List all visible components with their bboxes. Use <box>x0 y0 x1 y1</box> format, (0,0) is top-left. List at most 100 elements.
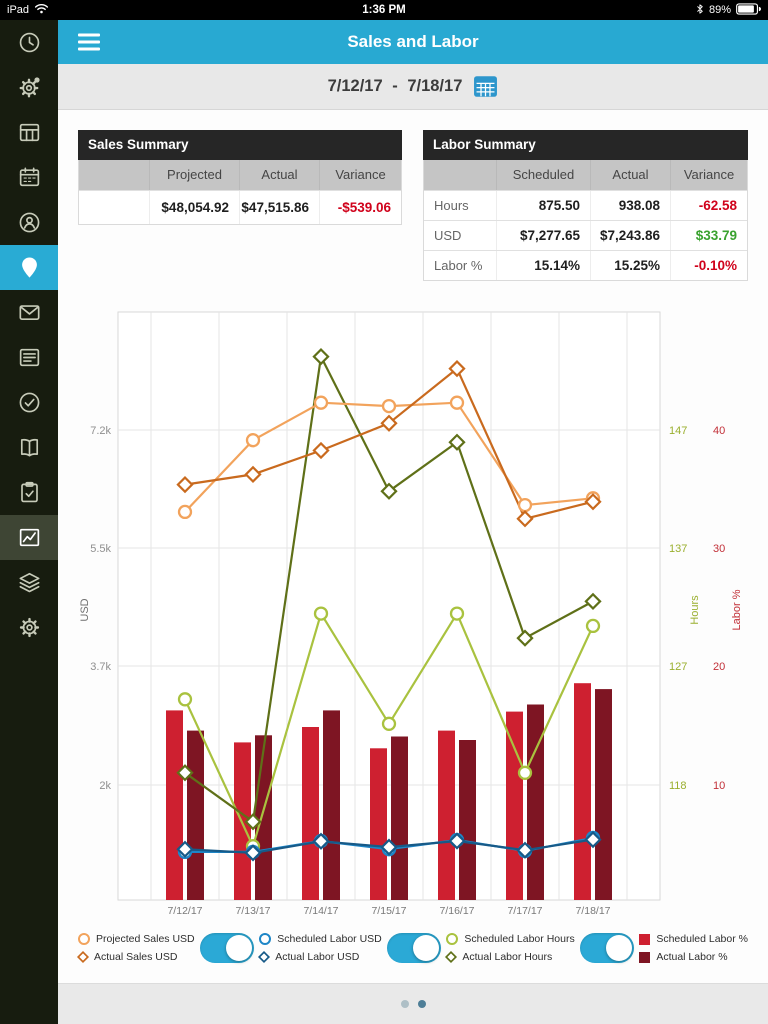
sidebar-item-location-person[interactable] <box>0 245 58 290</box>
legend-toggle-1[interactable] <box>199 933 254 963</box>
legend-label: Scheduled Labor % <box>656 933 748 945</box>
calendar-picker-button[interactable] <box>473 75 498 98</box>
sales-summary-header-row: Projected Actual Variance <box>79 160 401 190</box>
labor-summary-panel: Labor Summary Scheduled Actual Variance … <box>423 130 748 281</box>
status-time: 1:36 PM <box>362 4 406 16</box>
page-dot-2[interactable] <box>417 1000 426 1008</box>
envelope-icon <box>19 305 40 321</box>
legend-entry: Actual Labor % <box>639 950 748 965</box>
marker-diamond-actual-labor-usd <box>380 838 398 856</box>
toggle-knob <box>606 935 633 961</box>
page-title: Sales and Labor <box>347 32 479 51</box>
chart-text: 20 <box>713 661 725 673</box>
legend-entry: Scheduled Labor Hours <box>446 932 575 947</box>
contacts-icon <box>19 212 39 233</box>
bar-actual-labor- <box>595 689 612 900</box>
sales-variance-value: -$539.06 <box>319 191 401 224</box>
calendar-picker-icon <box>474 76 498 97</box>
column-header-variance: Variance <box>670 160 747 190</box>
pct-variance-value: -0.10% <box>670 251 747 280</box>
bar-actual-labor- <box>187 730 204 900</box>
legend-marker-diamond-icon <box>258 950 271 964</box>
chart-text: 7/12/17 <box>167 905 202 917</box>
chart-text: 2k <box>99 780 111 792</box>
marker-circle-projected-sales-usd <box>517 497 533 513</box>
column-header <box>424 160 496 190</box>
column-header-actual: Actual <box>239 160 319 190</box>
sidebar-item-messages[interactable] <box>0 290 58 335</box>
legend-toggle-2[interactable] <box>387 933 442 963</box>
legend-entry: Scheduled Labor % <box>639 932 748 947</box>
row-label: Hours <box>434 198 469 213</box>
chart-text: Labor % <box>731 589 743 630</box>
sidebar-item-checklist[interactable] <box>0 470 58 515</box>
sidebar-item-schedule-grid[interactable] <box>0 110 58 155</box>
sidebar-item-clock[interactable] <box>0 20 58 65</box>
marker-diamond-actual-sales-usd <box>380 414 398 432</box>
line-chart-icon <box>19 528 39 547</box>
layers-icon <box>19 572 40 593</box>
battery-percent: 89% <box>708 4 731 16</box>
clock-icon <box>19 32 39 53</box>
page-dot-1[interactable] <box>400 1000 409 1008</box>
chart-text: 30 <box>713 543 725 555</box>
marker-diamond-actual-sales-usd <box>584 493 602 511</box>
sales-summary-row: $48,054.92 $47,515.86 -$539.06 <box>79 190 401 224</box>
marker-circle-scheduled-labor-hours <box>313 606 329 621</box>
main-content: Sales Summary Projected Actual Variance … <box>58 110 768 1024</box>
menu-button[interactable] <box>78 33 100 51</box>
legend-entry: Actual Sales USD <box>76 950 195 965</box>
labor-summary-title: Labor Summary <box>423 130 748 160</box>
sidebar-item-gear-badge[interactable] <box>0 65 58 110</box>
legend-entry: Actual Labor Hours <box>445 950 574 965</box>
chart-text: 127 <box>669 661 687 673</box>
usd-scheduled-value: $7,277.65 <box>496 221 590 250</box>
legend-toggle-3[interactable] <box>580 933 635 963</box>
legend-group: Projected Sales USD Actual Sales USD <box>76 932 195 965</box>
sidebar-item-newsfeed[interactable] <box>0 335 58 380</box>
labor-summary-row-pct: Labor % 15.14% 15.25% -0.10% <box>424 250 747 280</box>
book-icon <box>20 438 38 457</box>
row-label <box>79 191 149 224</box>
sidebar-item-handbook[interactable] <box>0 425 58 470</box>
marker-circle-projected-sales-usd <box>381 398 397 414</box>
legend-label: Actual Labor Hours <box>462 951 553 963</box>
pct-actual-value: 15.25% <box>590 251 670 280</box>
legend-marker-circle-icon <box>259 933 272 945</box>
page-indicator <box>58 983 768 1024</box>
legend-label: Scheduled Labor Hours <box>464 933 575 945</box>
toggle-knob <box>225 935 252 961</box>
legend-marker-circle-icon <box>78 933 90 945</box>
sidebar-item-reports[interactable] <box>0 515 58 560</box>
bar-actual-labor- <box>459 740 476 900</box>
marker-diamond-actual-labor-hours <box>176 764 194 782</box>
marker-diamond-actual-labor-hours <box>380 482 398 500</box>
battery-icon <box>736 2 761 18</box>
marker-diamond-actual-sales-usd <box>448 359 466 378</box>
sidebar-item-training[interactable] <box>0 560 58 605</box>
check-circle-icon <box>19 392 39 413</box>
gear-icon <box>19 617 39 638</box>
chart-text: Hours <box>689 595 701 625</box>
marker-diamond-actual-sales-usd <box>312 441 330 460</box>
column-header-actual: Actual <box>590 160 670 190</box>
legend-entry: Scheduled Labor USD <box>259 932 382 947</box>
hours-variance-value: -62.58 <box>670 191 747 220</box>
wifi-icon <box>34 3 49 17</box>
legend-entry: Actual Labor USD <box>258 950 381 965</box>
legend-marker-square-icon <box>639 951 651 963</box>
chart-text: 3.7k <box>90 661 111 673</box>
sidebar-item-contacts[interactable] <box>0 200 58 245</box>
legend-label: Actual Labor USD <box>275 951 360 963</box>
bar-scheduled-labor- <box>302 727 319 900</box>
sidebar-item-settings[interactable] <box>0 605 58 650</box>
labor-summary-row-hours: Hours 875.50 938.08 -62.58 <box>424 190 747 220</box>
marker-circle-projected-sales-usd <box>245 433 261 448</box>
newsfeed-icon <box>19 348 39 367</box>
chart-text: 7/15/17 <box>371 905 406 917</box>
chart-text: USD <box>79 598 91 621</box>
clipboard-check-icon <box>20 481 38 503</box>
sidebar-item-calendar[interactable] <box>0 155 58 200</box>
location-person-icon <box>21 257 37 278</box>
sidebar-item-tasks[interactable] <box>0 380 58 425</box>
